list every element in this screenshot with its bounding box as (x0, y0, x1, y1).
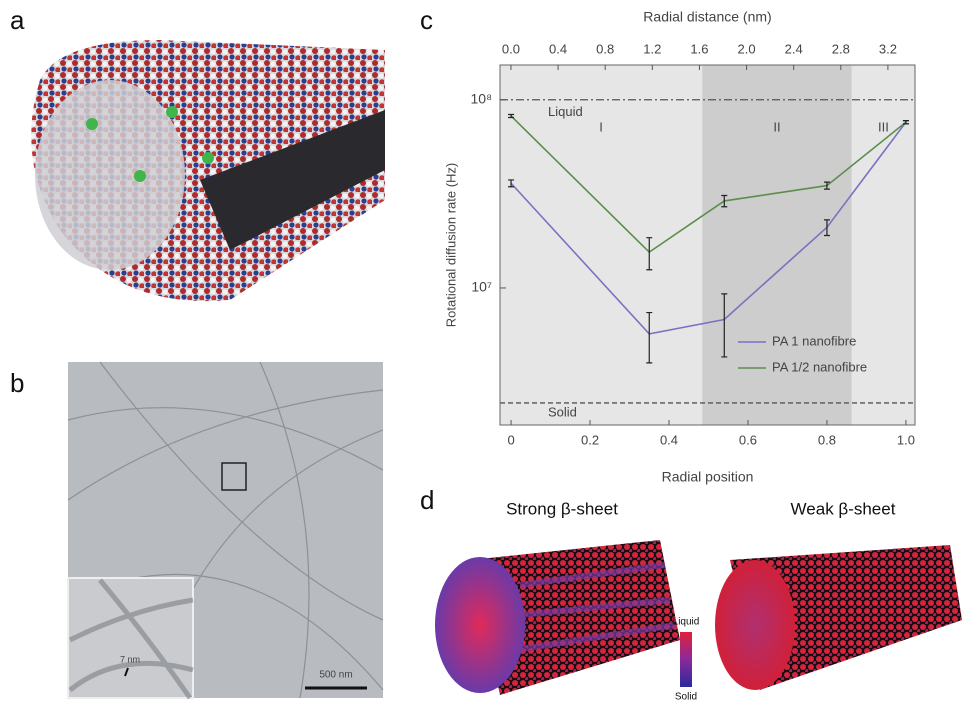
x2-tick-label: 1.6 (690, 41, 708, 56)
region-label: III (878, 119, 889, 134)
error-bar (721, 194, 728, 208)
x-tick-label: 0.4 (660, 432, 678, 447)
error-bar (823, 181, 830, 190)
x-tick-label: 0.8 (818, 432, 836, 447)
y-axis-title: Rotational diffusion rate (Hz) (443, 163, 458, 328)
reference-label: Liquid (548, 104, 583, 119)
x2-tick-label: 2.8 (832, 41, 850, 56)
scale-bar-label: 500 nm (319, 670, 352, 681)
strong-sheet-model (435, 540, 680, 695)
x-tick-label: 0.6 (739, 432, 757, 447)
error-bar (508, 113, 515, 119)
panel-label: c (420, 5, 433, 35)
legend-label: PA 1 nanofibre (772, 333, 856, 348)
x-tick-label: 1.0 (897, 432, 915, 447)
colorbar-top: Liquid (673, 617, 700, 628)
panel-label: b (10, 368, 24, 398)
region-label: II (773, 119, 780, 134)
x2-tick-label: 0.8 (596, 41, 614, 56)
left-title: Strong β-sheet (506, 499, 618, 518)
x-tick-label: 0 (507, 432, 514, 447)
x2-tick-label: 0.4 (549, 41, 567, 56)
y-tick-label: 10⁷ (471, 279, 492, 295)
x-axis-title: Radial position (662, 469, 754, 485)
x2-axis-title: Radial distance (nm) (643, 9, 771, 25)
error-bar (508, 179, 515, 188)
inset-label: 7 nm (120, 654, 140, 664)
error-bar (823, 219, 830, 237)
error-bar (721, 293, 728, 358)
plot-frame (499, 64, 916, 426)
region (702, 65, 852, 425)
region-label: I (599, 119, 603, 134)
region (500, 65, 703, 425)
error-bar (902, 119, 909, 125)
y-tick-label: 10⁸ (471, 90, 493, 106)
colorbar-bottom: Solid (675, 692, 697, 701)
x2-tick-label: 2.4 (785, 41, 803, 56)
x2-tick-label: 3.2 (879, 41, 897, 56)
weak-sheet-model (715, 545, 962, 690)
x-tick-label: 0.2 (581, 432, 599, 447)
x2-tick-label: 0.0 (502, 41, 520, 56)
error-bar (646, 311, 653, 364)
tem-image (67, 361, 384, 700)
x2-tick-label: 1.2 (643, 41, 661, 56)
panel-label: d (420, 485, 434, 515)
colorbar (680, 632, 692, 687)
x2-tick-label: 2.0 (738, 41, 756, 56)
molecular-model-image (31, 40, 385, 302)
reference-label: Solid (548, 404, 577, 419)
right-title: Weak β-sheet (791, 499, 896, 518)
panel-label: a (10, 5, 25, 35)
error-bar (646, 237, 653, 271)
legend-label: PA 1/2 nanofibre (772, 359, 867, 374)
